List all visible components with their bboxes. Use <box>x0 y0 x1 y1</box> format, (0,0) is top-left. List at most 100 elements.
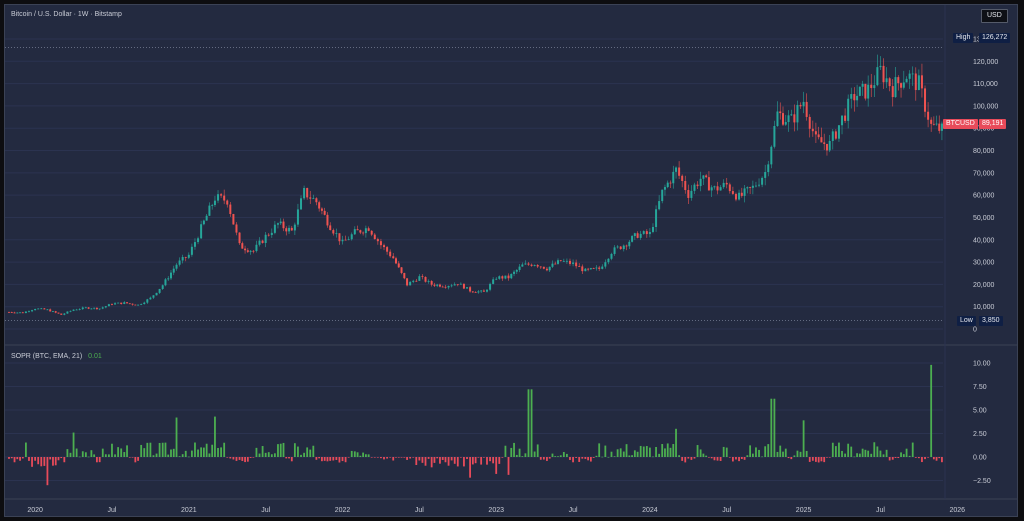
price-candle <box>655 209 658 227</box>
price-tick-label: 0 <box>973 327 977 334</box>
sopr-bar <box>507 457 510 475</box>
price-candle <box>338 233 341 242</box>
sopr-bar <box>897 457 900 459</box>
sopr-bar <box>104 454 107 457</box>
price-candle <box>548 266 551 271</box>
price-candle <box>181 257 184 261</box>
price-candle <box>825 143 828 151</box>
price-candle <box>400 267 403 273</box>
sopr-bar <box>559 455 562 457</box>
sopr-bar <box>341 457 344 462</box>
price-candle <box>489 283 492 290</box>
sopr-bar <box>290 457 293 462</box>
sopr-bar <box>54 457 57 466</box>
price-candle <box>482 290 485 292</box>
sopr-bar <box>799 451 802 457</box>
sopr-bar <box>350 450 353 457</box>
price-candle <box>681 175 684 181</box>
price-candle <box>556 260 559 264</box>
price-candle <box>879 65 882 68</box>
sopr-bar <box>728 457 731 458</box>
sopr-bar <box>117 447 120 457</box>
sopr-bar <box>838 442 840 457</box>
sopr-bar <box>252 457 255 458</box>
price-candle <box>223 195 226 201</box>
sopr-bar <box>164 442 167 457</box>
price-candle <box>814 131 817 135</box>
price-candle <box>347 239 350 241</box>
price-candle <box>690 190 693 198</box>
sopr-bar <box>392 457 395 461</box>
price-candle <box>932 123 935 125</box>
sopr-bar <box>841 450 843 457</box>
sopr-bar <box>719 457 722 461</box>
price-candle <box>882 65 885 83</box>
sopr-bar <box>941 457 943 463</box>
sopr-bar <box>811 457 814 461</box>
low-value: 3,850 <box>979 316 1003 326</box>
price-candle <box>57 312 60 314</box>
sopr-bar <box>930 364 933 457</box>
sopr-bar <box>359 455 362 457</box>
price-candle <box>905 78 908 83</box>
sopr-bar <box>604 445 607 457</box>
sopr-bar <box>879 450 882 457</box>
sopr-bar <box>725 447 728 457</box>
price-candle <box>229 204 232 215</box>
price-candle <box>172 268 175 273</box>
sopr-bar <box>592 457 595 458</box>
price-candle <box>267 234 270 236</box>
price-candle <box>383 245 386 248</box>
sopr-bar <box>684 457 687 463</box>
sopr-bar <box>376 457 379 458</box>
price-candle <box>409 281 412 286</box>
price-candle <box>900 83 903 88</box>
price-candle <box>598 267 601 269</box>
sopr-bar <box>693 457 696 459</box>
price-candle <box>93 307 96 309</box>
price-candle <box>273 224 276 233</box>
price-candle <box>279 221 282 224</box>
price-candle <box>63 313 66 315</box>
price-candle <box>642 231 645 234</box>
sopr-bar <box>495 457 498 474</box>
sopr-bar <box>658 453 661 457</box>
price-candle <box>107 304 110 307</box>
sopr-bar <box>415 457 418 465</box>
price-candle <box>164 279 167 286</box>
sopr-bar <box>202 447 205 457</box>
sopr-bar <box>699 449 702 457</box>
price-candle <box>190 246 193 255</box>
price-candle <box>353 229 356 235</box>
price-candle <box>264 234 267 243</box>
price-candle <box>98 308 101 310</box>
price-candle <box>10 312 13 313</box>
sopr-bar <box>569 457 571 460</box>
sopr-bar <box>542 457 545 460</box>
price-candle <box>799 104 802 107</box>
sopr-bar <box>885 449 888 457</box>
price-candle <box>69 310 72 312</box>
price-candle <box>424 276 427 282</box>
price-candle <box>158 288 161 293</box>
currency-button[interactable]: USD <box>981 9 1008 23</box>
sopr-bar <box>238 457 241 460</box>
sopr-bar <box>601 456 604 458</box>
sopr-bar <box>312 445 315 457</box>
price-candle <box>572 262 575 264</box>
sopr-bar <box>101 448 104 457</box>
price-candle <box>669 182 672 184</box>
sopr-bar <box>25 442 27 457</box>
price-candle <box>911 73 914 75</box>
price-candle <box>559 260 562 262</box>
price-candle <box>870 84 873 89</box>
time-axis-label: 2023 <box>488 507 504 514</box>
price-candle <box>258 240 261 245</box>
price-candle <box>24 311 27 314</box>
time-axis-label: 2021 <box>181 507 197 514</box>
time-axis-label: 2025 <box>796 507 812 514</box>
sopr-bar <box>562 452 565 457</box>
chart-canvas[interactable]: 130,000120,000110,000100,00090,00080,000… <box>5 5 1018 517</box>
time-axis-label: 2024 <box>642 507 658 514</box>
price-candle <box>751 185 754 188</box>
